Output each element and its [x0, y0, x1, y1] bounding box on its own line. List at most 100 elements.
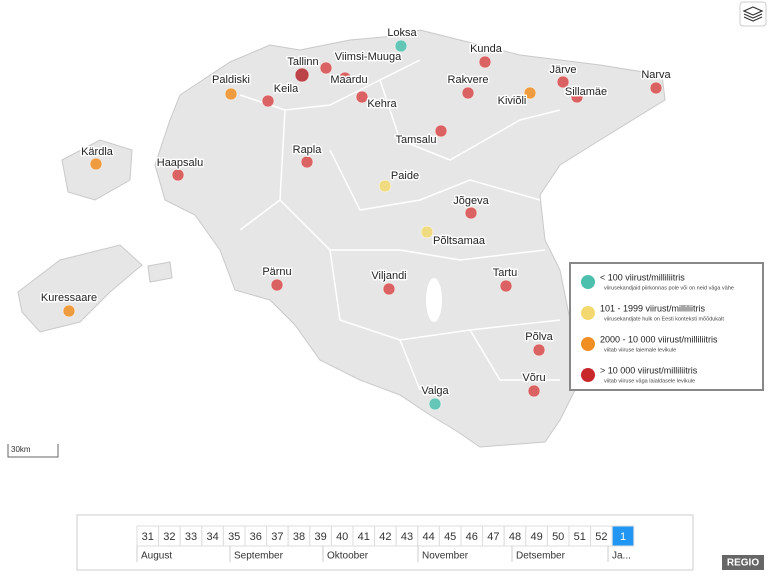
city-marker[interactable] [89, 157, 103, 171]
saaremaa [17, 244, 143, 333]
week-label[interactable]: 44 [422, 531, 434, 543]
city-marker[interactable] [523, 86, 537, 100]
city-marker[interactable] [394, 39, 408, 53]
city-marker[interactable] [570, 90, 584, 104]
city-label: Tallinn [287, 56, 318, 68]
week-label[interactable]: 40 [336, 531, 348, 543]
city-marker[interactable] [62, 304, 76, 318]
week-label[interactable]: 46 [466, 531, 478, 543]
week-label[interactable]: 49 [530, 531, 542, 543]
city-marker[interactable] [294, 67, 310, 83]
city-marker[interactable] [649, 81, 663, 95]
city-marker[interactable] [378, 179, 392, 193]
week-label[interactable]: 35 [228, 531, 240, 543]
city-label: Kärdla [81, 146, 114, 158]
city-label: Kunda [470, 43, 503, 55]
city-label: Valga [421, 385, 449, 397]
city-marker[interactable] [171, 168, 185, 182]
city-marker[interactable] [338, 71, 352, 85]
city-marker[interactable] [532, 343, 546, 357]
city-label: Viljandi [371, 270, 406, 282]
city-marker[interactable] [270, 278, 284, 292]
week-label[interactable]: 52 [595, 531, 607, 543]
legend-title: > 10 000 viirust/milliliitris [600, 365, 698, 375]
lake [426, 278, 442, 322]
scale-label: 30km [11, 445, 31, 454]
city-label: Viimsi-Muuga [335, 51, 402, 63]
city-marker[interactable] [464, 206, 478, 220]
city-label: Paide [391, 170, 419, 182]
city-marker[interactable] [420, 225, 434, 239]
week-cell[interactable] [611, 525, 635, 547]
week-label[interactable]: 37 [271, 531, 283, 543]
city-marker[interactable] [300, 155, 314, 169]
city-marker[interactable] [478, 55, 492, 69]
week-label[interactable]: 48 [509, 531, 521, 543]
week-label[interactable]: 43 [401, 531, 413, 543]
city-marker[interactable] [527, 384, 541, 398]
legend-note: viitab viiruse laiemale levikule [604, 347, 676, 353]
city-label: Põltsamaa [433, 235, 486, 247]
legend-title: 2000 - 10 000 viirust/milliliitris [600, 334, 718, 344]
legend-title: < 100 viirust/milliliitris [600, 272, 685, 282]
city-marker[interactable] [382, 282, 396, 296]
week-label[interactable]: 32 [163, 531, 175, 543]
city-label: Tamsalu [396, 134, 437, 146]
city-marker[interactable] [434, 124, 448, 138]
city-label: Jõgeva [453, 195, 489, 207]
brand-box [722, 555, 764, 570]
muhu [147, 261, 173, 283]
cities: Loksa Tallinn Viimsi-Muuga Maardu Kunda Paldi… [39, 25, 673, 411]
legend-note: viitab viiruse väga laialdasele levikule [604, 378, 695, 384]
city-marker[interactable] [319, 61, 333, 75]
month-label: November [422, 551, 469, 562]
city-label: Kuressaare [41, 292, 97, 304]
city-label: Tartu [493, 267, 517, 279]
week-label[interactable]: 36 [250, 531, 262, 543]
week-label[interactable]: 31 [142, 531, 154, 543]
layer-button[interactable] [739, 1, 767, 27]
city-label: Kiviõli [498, 95, 527, 107]
legend: < 100 viirust/milliliitris viirusekandjai… [569, 262, 764, 391]
city-marker[interactable] [428, 397, 442, 411]
city-label: Keila [274, 83, 299, 95]
week-label[interactable]: 38 [293, 531, 305, 543]
week-label[interactable]: 33 [185, 531, 197, 543]
city-marker[interactable] [556, 75, 570, 89]
city-label: Põlva [525, 331, 553, 343]
city-label: Pärnu [262, 266, 291, 278]
city-marker[interactable] [499, 279, 513, 293]
city-marker[interactable] [261, 94, 275, 108]
legend-swatch [581, 275, 595, 289]
week-label[interactable]: 34 [206, 531, 218, 543]
city-marker[interactable] [224, 87, 238, 101]
week-label[interactable]: 47 [487, 531, 499, 543]
city-label: Loksa [387, 27, 417, 39]
week-label[interactable]: 42 [379, 531, 391, 543]
city-label: Sillamäe [565, 86, 607, 98]
week-label[interactable]: 50 [552, 531, 564, 543]
city-marker[interactable] [355, 90, 369, 104]
month-label: September [234, 551, 284, 562]
city-label: Järve [550, 64, 577, 76]
city-label: Rapla [293, 144, 323, 156]
month-label: Oktoober [327, 551, 369, 562]
month-label: Detsember [516, 551, 566, 562]
legend-swatch [581, 306, 595, 320]
city-marker[interactable] [461, 86, 475, 100]
scale-bar: 30km [7, 444, 59, 458]
week-label[interactable]: 1 [620, 531, 626, 543]
city-label: Paldiski [212, 74, 250, 86]
legend-title: 101 - 1999 viirust/milliliitris [600, 303, 706, 313]
month-label: Ja... [612, 551, 631, 562]
week-label[interactable]: 41 [358, 531, 370, 543]
city-label: Võru [522, 372, 545, 384]
brand: REGIO [727, 558, 759, 569]
week-label[interactable]: 45 [444, 531, 456, 543]
legend-swatch [581, 337, 595, 351]
city-label: Rakvere [448, 74, 489, 86]
week-label[interactable]: 39 [314, 531, 326, 543]
week-label[interactable]: 51 [574, 531, 586, 543]
month-label: August [141, 551, 172, 562]
